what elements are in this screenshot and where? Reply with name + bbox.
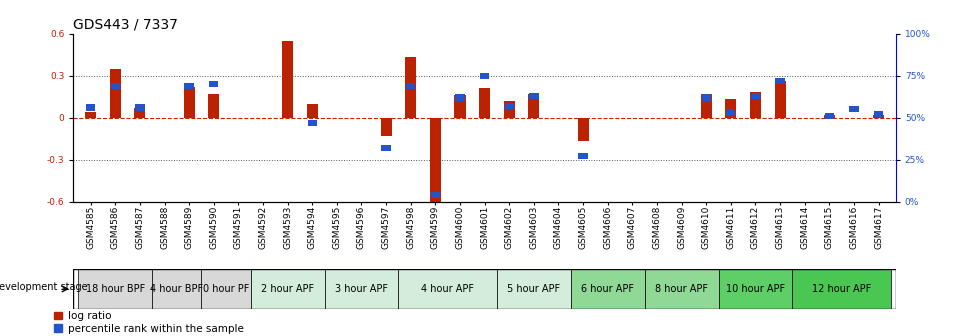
Bar [644,269,718,309]
Bar [455,94,465,100]
Bar [725,99,735,118]
Bar [380,118,391,136]
Bar [110,69,120,118]
Bar [209,81,218,87]
Bar [529,93,538,99]
Bar [250,269,325,309]
Bar [398,269,497,309]
Bar [86,104,95,111]
Bar [701,94,710,100]
Text: 10 hour APF: 10 hour APF [725,284,784,294]
Bar [479,73,489,79]
Bar [872,115,883,118]
Text: 5 hour APF: 5 hour APF [507,284,559,294]
Bar [430,192,439,198]
Bar [774,81,784,118]
Bar [822,115,834,118]
Bar [429,118,440,204]
Bar [873,111,882,117]
Bar [478,88,490,118]
Bar [208,94,219,118]
Bar [700,94,711,118]
Bar [726,110,734,116]
Bar [528,94,539,118]
Bar [135,104,145,111]
Bar [504,103,513,109]
Text: GDS443 / 7337: GDS443 / 7337 [73,17,178,31]
Bar [503,101,514,118]
Bar [405,57,416,118]
Text: 4 hour BPF: 4 hour BPF [150,284,203,294]
Bar [134,108,146,118]
Bar [497,269,570,309]
Bar [749,92,760,118]
Bar [184,83,194,89]
Text: development stage: development stage [0,282,88,292]
Text: 6 hour APF: 6 hour APF [581,284,634,294]
Text: 3 hour APF: 3 hour APF [334,284,387,294]
Bar [750,93,759,99]
Bar [111,83,120,89]
Text: 8 hour APF: 8 hour APF [654,284,707,294]
Bar [307,120,317,126]
Bar [577,118,588,141]
Bar [406,83,415,89]
Text: 4 hour APF: 4 hour APF [421,284,473,294]
Bar [454,95,466,118]
Bar [791,269,890,309]
Bar [775,78,784,84]
Text: 2 hour APF: 2 hour APF [261,284,314,294]
Text: 18 hour BPF: 18 hour BPF [85,284,145,294]
Bar [306,103,318,118]
Bar [578,153,587,159]
Bar [381,145,390,151]
Bar [718,269,791,309]
Legend: log ratio, percentile rank within the sample: log ratio, percentile rank within the sa… [54,311,244,334]
Bar [78,269,152,309]
Bar [848,106,858,112]
Bar [184,87,195,118]
Bar [325,269,398,309]
Bar [282,41,292,118]
Bar [85,112,96,118]
Bar [823,113,833,119]
Bar [152,269,201,309]
Bar [201,269,250,309]
Text: 0 hour PF: 0 hour PF [202,284,249,294]
Text: 12 hour APF: 12 hour APF [811,284,870,294]
Bar [570,269,644,309]
